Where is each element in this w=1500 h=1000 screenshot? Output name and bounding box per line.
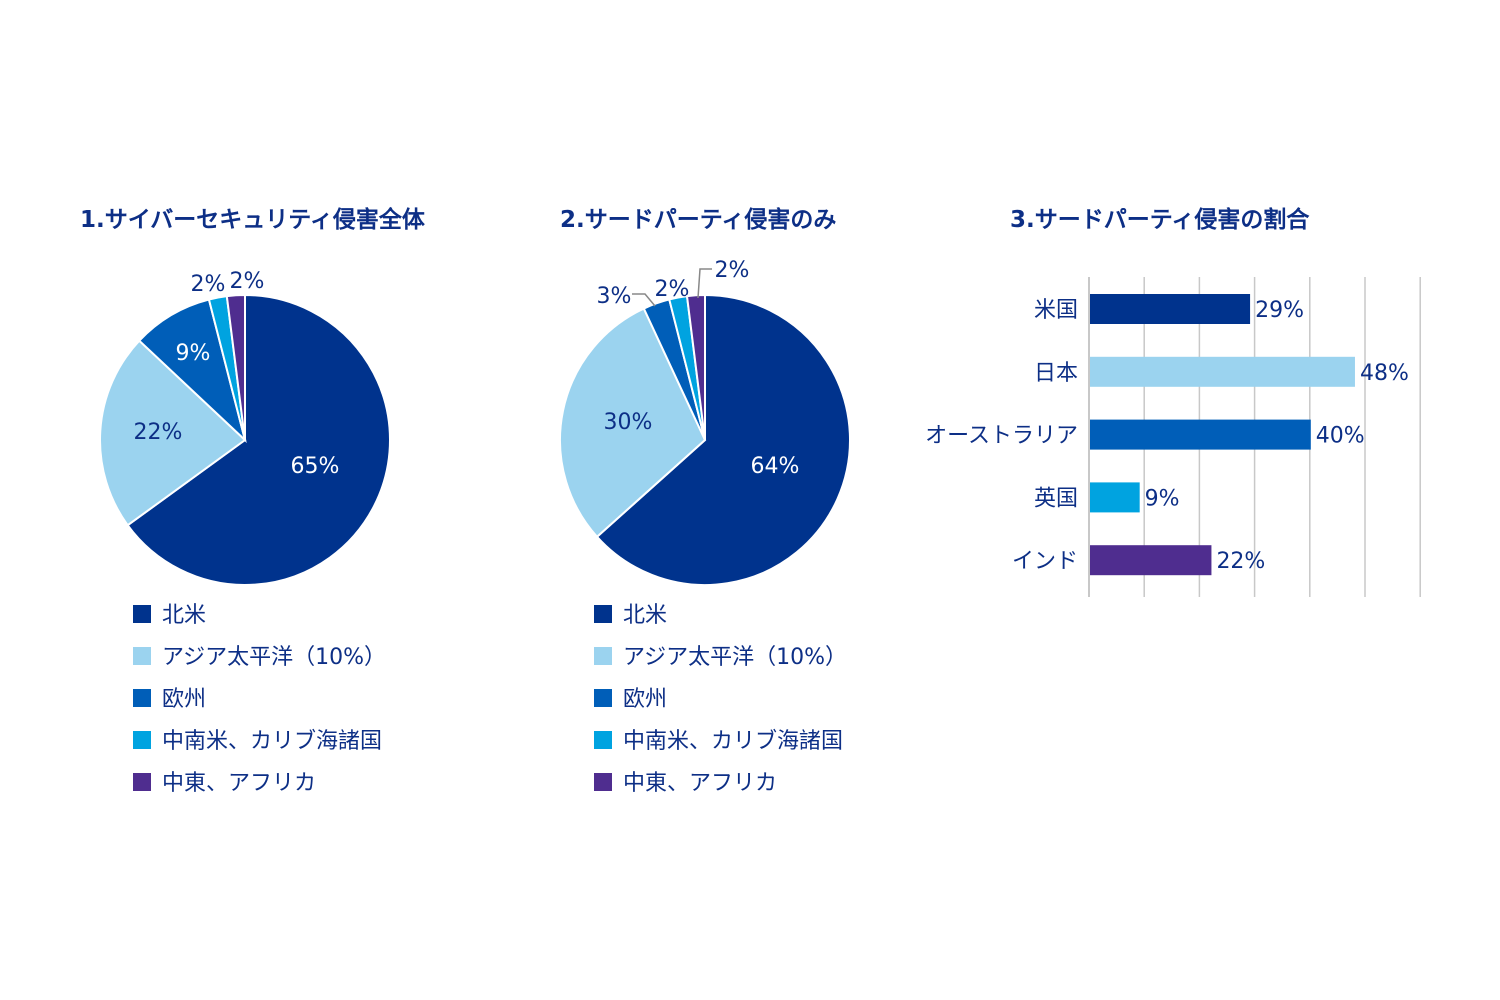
chart-title: 1.サイバーセキュリティ侵害全体 [80, 206, 426, 233]
data-label: 2% [191, 272, 226, 297]
pie-slice [559, 307, 707, 539]
legend-label: 中南米、カリブ海諸国 [623, 729, 843, 754]
data-label: 40% [1316, 424, 1365, 449]
chart-title: 3.サードパーティ侵害の割合 [1010, 206, 1310, 233]
category-label: 米国 [1034, 298, 1078, 323]
legend-swatch [594, 605, 612, 623]
bar [1090, 294, 1251, 324]
data-label: 22% [134, 420, 183, 445]
category-label: オーストラリア [925, 424, 1078, 449]
data-label: 3% [597, 284, 632, 309]
pie-slice [99, 339, 247, 527]
leader-line [632, 293, 656, 307]
legend-swatch [133, 647, 151, 665]
pie-slice [595, 293, 851, 586]
pie-slice [137, 298, 247, 444]
category-label: インド [1012, 549, 1078, 574]
legend-swatch [133, 689, 151, 707]
bar [1090, 356, 1355, 387]
category-label: 英国 [1034, 486, 1078, 511]
legend-label: 欧州 [623, 687, 667, 712]
pie-slice [685, 293, 706, 441]
legend-swatch [133, 773, 151, 791]
leader-line [697, 268, 712, 299]
data-label: 48% [1360, 361, 1409, 386]
legend-label: 中東、アフリカ [162, 771, 316, 796]
data-label: 64% [751, 454, 800, 479]
legend-swatch [594, 773, 612, 791]
data-label: 65% [291, 454, 340, 479]
data-label: 9% [1145, 486, 1180, 511]
legend-label: 欧州 [162, 687, 206, 712]
data-label: 2% [715, 258, 750, 283]
bar [1090, 419, 1311, 450]
legend-swatch [594, 647, 612, 665]
legend-swatch [594, 731, 612, 749]
category-label: 日本 [1034, 361, 1078, 386]
legend-label: 中南米、カリブ海諸国 [162, 729, 382, 754]
pie-slice [225, 293, 246, 441]
data-label: 22% [1216, 549, 1265, 574]
legend-swatch [133, 605, 151, 623]
legend-label: 北米 [623, 603, 667, 628]
data-label: 9% [176, 341, 211, 366]
legend-swatch [594, 689, 612, 707]
legend-label: アジア太平洋（10%） [162, 645, 386, 670]
bar [1090, 545, 1212, 576]
chart-title: 2.サードパーティ侵害のみ [560, 206, 836, 233]
pie-slice [126, 293, 391, 586]
legend-label: 中東、アフリカ [623, 771, 777, 796]
legend-label: アジア太平洋（10%） [623, 645, 847, 670]
legend-swatch [133, 731, 151, 749]
bar [1090, 482, 1140, 513]
data-label: 2% [655, 277, 690, 302]
data-label: 29% [1255, 298, 1304, 323]
data-label: 2% [230, 269, 265, 294]
legend-label: 北米 [162, 603, 206, 628]
data-label: 30% [604, 410, 653, 435]
